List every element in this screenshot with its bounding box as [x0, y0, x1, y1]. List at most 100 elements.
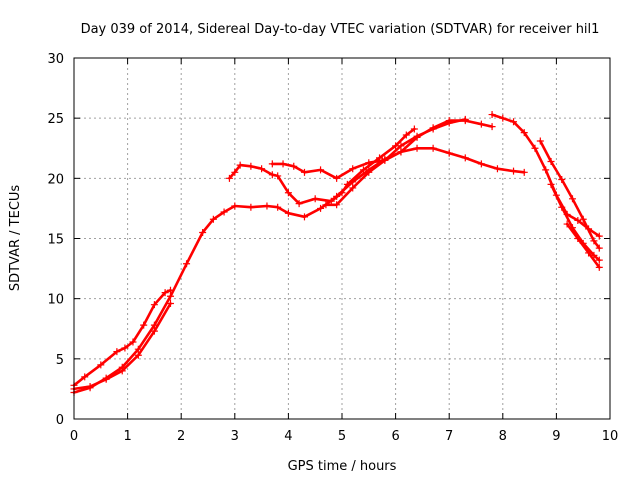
data-point: [118, 367, 126, 375]
data-point: [477, 160, 485, 168]
data-point: [595, 244, 603, 252]
y-tick-label: 10: [47, 293, 64, 308]
data-point: [290, 162, 298, 170]
data-point: [413, 144, 421, 152]
data-point: [97, 361, 105, 369]
data-point: [161, 289, 169, 297]
data-point: [134, 345, 142, 353]
series-track-e: [268, 117, 496, 182]
series-line: [565, 222, 601, 269]
data-point: [461, 115, 469, 123]
data-point: [359, 166, 367, 174]
data-point: [140, 321, 148, 329]
data-point: [349, 184, 357, 192]
y-tick-label: 0: [56, 413, 64, 428]
series-track-f: [322, 115, 469, 209]
x-tick-label: 2: [177, 429, 185, 444]
data-point: [247, 203, 255, 211]
data-point: [199, 228, 207, 236]
data-point: [333, 201, 341, 209]
data-point: [113, 348, 121, 356]
data-point: [579, 215, 587, 223]
x-axis-label: GPS time / hours: [288, 459, 397, 474]
x-tick-label: 1: [123, 429, 131, 444]
data-point: [558, 203, 566, 211]
series-line: [270, 119, 494, 180]
series-track-j: [563, 220, 603, 271]
data-point: [536, 137, 544, 145]
data-point: [461, 154, 469, 162]
data-point: [595, 232, 603, 240]
data-point: [284, 189, 292, 197]
data-point: [595, 263, 603, 271]
data-point: [338, 189, 346, 197]
x-tick-label: 5: [338, 429, 346, 444]
data-point: [558, 176, 566, 184]
data-point: [585, 249, 593, 257]
data-point: [381, 156, 389, 164]
y-tick-label: 15: [47, 233, 64, 248]
data-point: [268, 160, 276, 168]
series-line: [72, 147, 526, 394]
data-point: [445, 119, 453, 127]
data-point: [268, 171, 276, 179]
data-point: [429, 144, 437, 152]
data-point: [166, 292, 174, 300]
data-point: [429, 125, 437, 133]
data-point: [183, 260, 191, 268]
data-point: [488, 111, 496, 119]
data-point: [102, 375, 110, 383]
data-point: [129, 338, 137, 346]
data-point: [209, 215, 217, 223]
x-tick-label: 6: [391, 429, 399, 444]
series-line: [324, 118, 467, 207]
x-tick-label: 10: [602, 429, 619, 444]
chart-title: Day 039 of 2014, Sidereal Day-to-day VTE…: [81, 22, 600, 37]
data-point: [397, 148, 405, 156]
series-line: [538, 139, 601, 250]
data-point: [274, 203, 282, 211]
data-point: [410, 125, 418, 133]
data-point: [81, 373, 89, 381]
data-point: [317, 204, 325, 212]
data-point: [520, 129, 528, 137]
data-point: [531, 144, 539, 152]
x-tick-label: 9: [552, 429, 560, 444]
data-point: [590, 237, 598, 245]
data-point: [510, 118, 518, 126]
ticks: 0 1 2 3 4 5 6 7 8 9 10 0 5 10 15 20 25 30: [47, 52, 618, 444]
data-point: [258, 165, 266, 173]
x-tick-label: 4: [284, 429, 292, 444]
y-tick-label: 25: [47, 112, 64, 127]
data-point: [86, 383, 94, 391]
y-tick-label: 30: [47, 52, 64, 67]
data-point: [349, 165, 357, 173]
series-line: [228, 127, 416, 205]
data-point: [563, 220, 571, 228]
data-point: [542, 166, 550, 174]
series-track-h: [536, 137, 603, 252]
data-point: [220, 208, 228, 216]
data-point: [284, 209, 292, 217]
data-point: [402, 131, 410, 139]
data-point: [150, 301, 158, 309]
x-tick-label: 8: [499, 429, 507, 444]
data-point: [510, 167, 518, 175]
data-point: [295, 200, 303, 208]
data-point: [547, 157, 555, 165]
x-tick-label: 3: [231, 429, 239, 444]
data-point: [365, 159, 373, 167]
data-point: [279, 160, 287, 168]
data-point: [413, 132, 421, 140]
data-point: [150, 327, 158, 335]
series-track-g: [488, 111, 603, 240]
data-point: [322, 201, 330, 209]
data-point: [595, 256, 603, 264]
data-point: [488, 123, 496, 131]
x-tick-label: 0: [70, 429, 78, 444]
data-point: [493, 165, 501, 173]
data-point: [568, 195, 576, 203]
y-axis-label: SDTVAR / TECUs: [8, 185, 23, 292]
data-point: [499, 114, 507, 122]
